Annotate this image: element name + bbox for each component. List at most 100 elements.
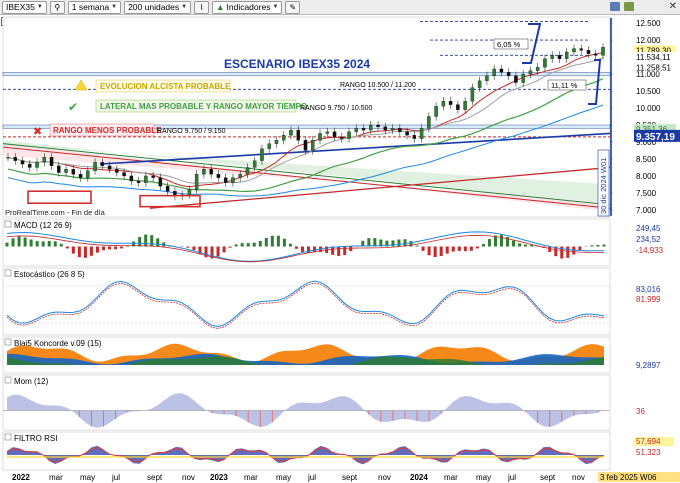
indicators-button[interactable]: ▲ Indicadores ▼: [212, 0, 283, 14]
chart-type-icon[interactable]: ⌇: [194, 0, 210, 14]
price-tag: [634, 45, 676, 55]
panel-title: FILTRO RSI: [14, 434, 57, 443]
macd-bar: [349, 246, 353, 252]
y-tick-label: 12.000: [636, 36, 661, 45]
panel-value: 249,45: [636, 224, 661, 233]
layout-icon[interactable]: [624, 2, 634, 11]
candle-body: [456, 104, 460, 110]
candle-body: [347, 131, 351, 139]
candle-body: [383, 126, 388, 131]
scenario-down-label: RANGO MENOS PROBABLE: [53, 126, 162, 135]
chevron-down-icon: ▼: [36, 4, 43, 10]
candle-body: [448, 101, 453, 105]
candle-body: [564, 51, 569, 59]
link-icon[interactable]: ⚲: [49, 0, 65, 14]
macd-bar: [409, 241, 413, 247]
panel-value: 9,2897: [636, 361, 661, 370]
panel-checkbox: [4, 220, 12, 228]
macd-bar: [65, 246, 69, 249]
low-box-2: [139, 194, 201, 208]
x-tick-label: jul: [111, 473, 120, 482]
candle-body: [78, 174, 83, 178]
macd-bar: [108, 246, 112, 250]
panel-checkbox: [4, 376, 12, 384]
units-select[interactable]: 200 unidades ▼: [124, 0, 192, 14]
candle-body: [419, 128, 424, 139]
macd-bar: [222, 246, 226, 253]
settings-icon[interactable]: [610, 2, 620, 11]
panel-value: 83,016: [636, 285, 661, 294]
macd-bar: [331, 246, 335, 255]
interval-select[interactable]: 1 semana ▼: [67, 0, 122, 14]
x-tick-label: sept: [147, 473, 163, 482]
macd-bar: [71, 246, 75, 254]
close-icon[interactable]: ✕: [668, 1, 677, 12]
macd-bar: [391, 240, 395, 247]
check-icon: ✔: [68, 100, 78, 114]
panel-value: 81,999: [636, 295, 661, 304]
macd-bar: [590, 245, 594, 247]
candle-body: [144, 175, 148, 183]
y-tick-label: 11.000: [636, 70, 660, 79]
rsi-area-blue: [7, 445, 604, 465]
candle-body: [86, 170, 90, 178]
last-date-bg: [598, 472, 680, 482]
candle-body: [398, 128, 402, 132]
macd-bar: [282, 238, 286, 247]
pct-mid-box: [547, 79, 587, 91]
candle-body: [434, 106, 438, 117]
panel-checkbox: [4, 338, 12, 346]
macd-bar: [240, 243, 244, 247]
macd-bar: [300, 246, 304, 252]
interval-label: 1 semana: [71, 2, 110, 12]
price-tag-label: 11.258,51: [636, 63, 672, 72]
candle-body: [318, 133, 322, 141]
trendline-red-up: [149, 166, 611, 209]
candle-body: [202, 168, 206, 175]
macd-bar: [445, 246, 449, 254]
x-tick-label: 2024: [410, 473, 428, 482]
x-tick-label: nov: [572, 473, 585, 482]
candle-body: [535, 67, 540, 71]
macd-bar: [530, 244, 534, 247]
macd-bar: [361, 240, 365, 247]
macd-bar: [439, 246, 443, 257]
candle-body: [252, 160, 257, 168]
rsi-tag: [634, 448, 674, 457]
candle-body: [550, 55, 554, 59]
macd-bar: [596, 245, 600, 247]
candle-body: [543, 58, 547, 68]
y-tick-label: 7.000: [636, 206, 657, 215]
candle-body: [64, 168, 68, 173]
macd-bar: [481, 244, 485, 247]
candle-body: [361, 128, 366, 131]
range-mid-label: RANGO 9.750 / 10.500: [300, 105, 372, 112]
macd-bar: [512, 240, 516, 247]
candle-body: [369, 124, 373, 131]
scenario-lateral-label: LATERAL MAS PROBABLE Y RANGO MAYOR TIEMP…: [100, 102, 307, 111]
candle-body: [107, 165, 112, 170]
candle-body: [557, 55, 562, 59]
macd-bar: [294, 246, 298, 249]
panel-title: Blai5 Koncorde v.09 (15): [14, 339, 102, 348]
x-tick-label: may: [476, 473, 491, 482]
candle-body: [303, 140, 308, 151]
candle-body: [427, 116, 431, 129]
symbol-select[interactable]: IBEX35 ▼: [2, 0, 47, 14]
draw-icon[interactable]: ✎: [285, 0, 301, 14]
macd-bar: [83, 246, 87, 258]
macd-bar: [270, 235, 274, 247]
candle-body: [209, 168, 213, 175]
macd-bar: [469, 246, 473, 251]
candle-body: [35, 162, 39, 168]
candle-body: [245, 167, 250, 175]
candle-body: [6, 157, 10, 159]
macd-bar: [493, 235, 497, 247]
chevron-down-icon: ▼: [272, 4, 279, 10]
macd-bar: [11, 238, 15, 247]
macd-bar: [379, 239, 383, 247]
candle-body: [601, 47, 605, 56]
panel-title: MACD (12 26 9): [14, 221, 72, 230]
candle-body: [274, 140, 279, 144]
